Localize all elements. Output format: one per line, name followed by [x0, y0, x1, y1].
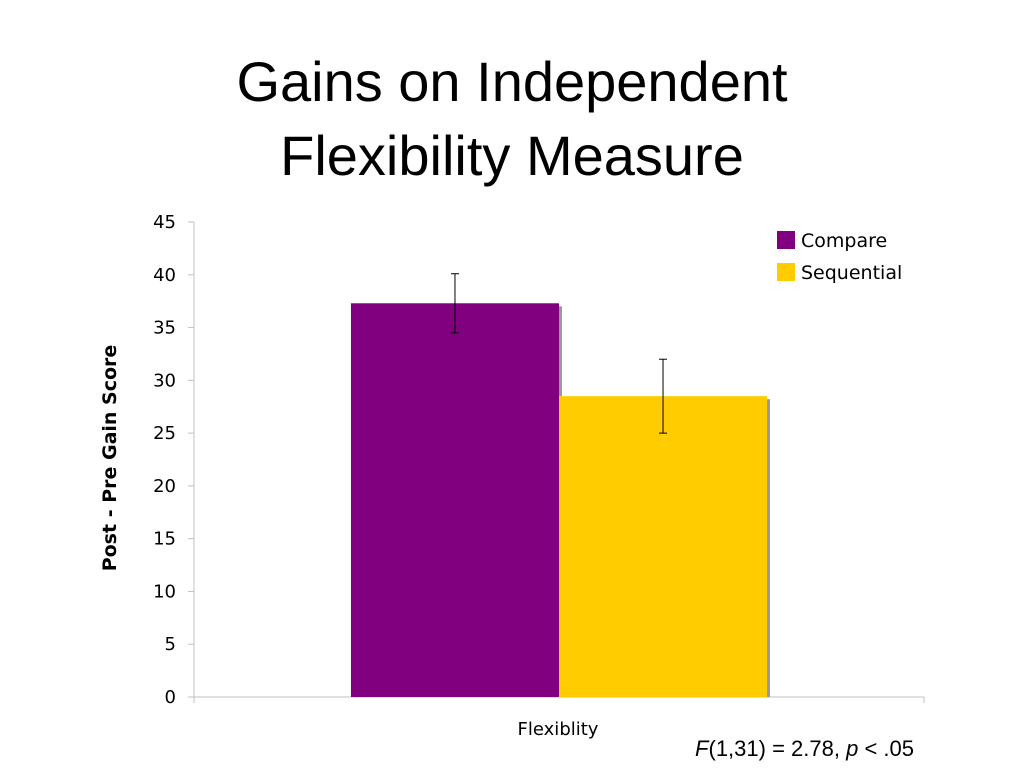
bar-compare — [350, 303, 559, 697]
y-tick-label: 45 — [153, 212, 176, 233]
statistics-note: F(1,31) = 2.78, p < .05 — [695, 736, 914, 762]
y-tick-label: 30 — [153, 370, 176, 391]
y-axis-title: Post - Pre Gain Score — [99, 345, 121, 572]
y-tick-label: 10 — [153, 581, 176, 602]
axis-labels: Post - Pre Gain Score Flexiblity — [99, 345, 599, 740]
legend-label-compare: Compare — [801, 230, 887, 252]
slide-title-line-1: Gains on Independent — [236, 50, 788, 113]
slide-title-line-2: Flexibility Measure — [280, 124, 744, 187]
y-tick-label: 20 — [153, 476, 176, 497]
y-axis: 0 5 10 15 20 25 30 35 40 45 — [153, 212, 195, 708]
bar-sequential — [559, 396, 768, 697]
bars — [350, 303, 771, 697]
legend-label-sequential: Sequential — [801, 262, 902, 284]
y-tick-label: 15 — [153, 529, 176, 550]
x-category-label: Flexiblity — [518, 719, 599, 740]
y-tick-label: 0 — [165, 687, 176, 708]
y-tick-label: 25 — [153, 423, 176, 444]
y-tick-label: 5 — [165, 634, 176, 655]
stat-p-rest: < .05 — [858, 736, 914, 761]
legend-swatch-compare — [777, 231, 795, 249]
legend-swatch-sequential — [777, 263, 795, 281]
x-axis — [193, 696, 925, 703]
stat-p-symbol: p — [846, 736, 859, 761]
error-bars — [450, 273, 668, 434]
stat-f-symbol: F — [695, 736, 709, 761]
y-tick-label: 40 — [153, 265, 176, 286]
stat-f-args: (1,31) = 2.78, — [708, 736, 847, 761]
legend: Compare Sequential — [777, 230, 902, 284]
y-tick-label: 35 — [153, 318, 176, 339]
